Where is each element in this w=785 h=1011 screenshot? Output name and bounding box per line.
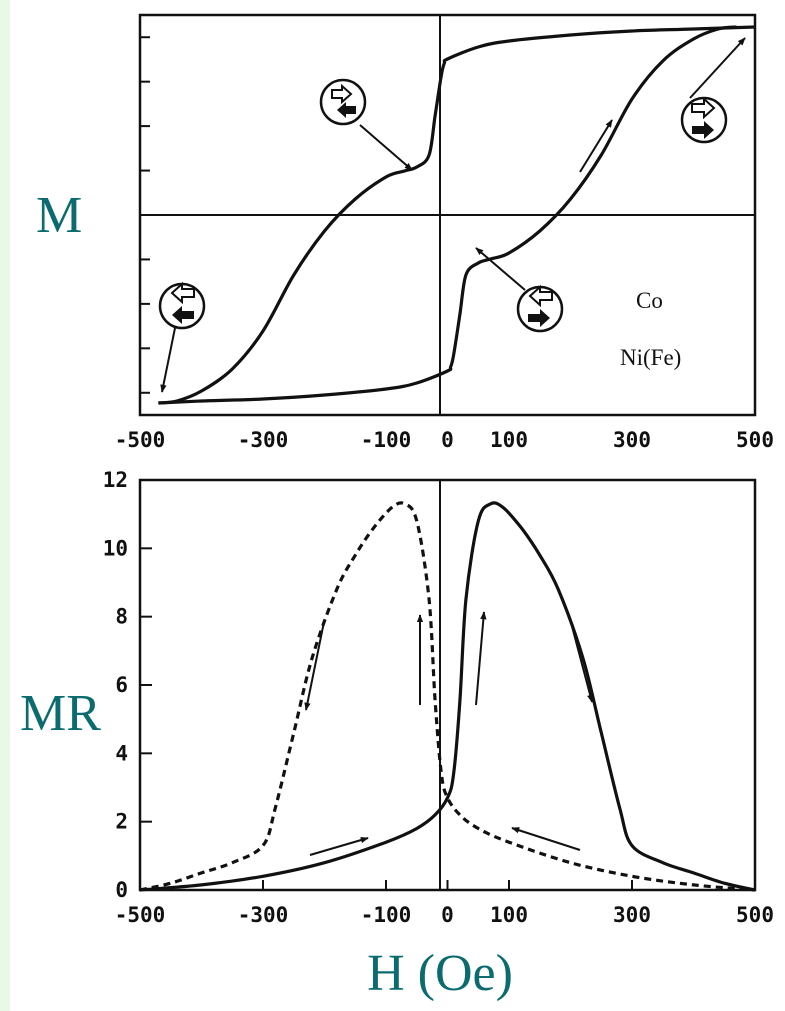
mr-plot-frame	[138, 478, 757, 892]
pointer-arrow	[160, 327, 176, 393]
x-tick-label: -300	[238, 903, 289, 927]
x-tick-label: -300	[238, 428, 289, 452]
m-axis-label: M	[36, 187, 82, 244]
m-chart: -500 -300 -100 0 100 300 500 Co Ni(F	[115, 13, 774, 452]
pointer-arrow	[475, 247, 526, 291]
m-y-ticks	[140, 36, 150, 394]
x-tick-label: 0	[441, 903, 454, 927]
mr-axis-label: MR	[20, 685, 101, 742]
sweep-direction-arrow	[568, 614, 594, 703]
x-tick-label: 300	[613, 428, 651, 452]
mr-y-tick-label: 6	[115, 673, 128, 697]
mr-y-tick-label: 12	[103, 468, 128, 492]
mr-curve-solid	[139, 501, 756, 892]
annotation-co: Co	[636, 288, 663, 313]
x-tick-label: -500	[115, 903, 166, 927]
state-icon-antiparallel-upper	[319, 78, 367, 126]
x-tick-label: 0	[441, 428, 454, 452]
mr-y-tick-label: 2	[115, 810, 128, 834]
sweep-direction-arrow	[309, 836, 369, 856]
mr-y-tick-label: 4	[115, 741, 128, 765]
m-hysteresis-branch-1	[158, 25, 756, 405]
mr-x-tick-labels: -500 -300 -100 0 100 300 500	[115, 903, 774, 927]
m-hysteresis-branch-2	[158, 25, 737, 405]
mr-y-tick-label: 10	[103, 536, 128, 560]
mr-y-ticks: 0 2 4 6 8 10 12	[103, 468, 756, 902]
x-tick-label: -500	[115, 428, 166, 452]
x-tick-label: 100	[490, 903, 528, 927]
x-tick-label: 500	[736, 903, 774, 927]
left-color-strip	[0, 0, 10, 1011]
x-tick-label: -100	[361, 903, 412, 927]
state-icon-antiparallel-lower	[516, 284, 564, 333]
mr-y-tick-label: 0	[115, 878, 128, 902]
m-x-tick-labels: -500 -300 -100 0 100 300 500	[115, 428, 774, 452]
h-axis-label: H (Oe)	[367, 945, 513, 1002]
sweep-direction-arrow	[304, 621, 325, 711]
state-icon-parallel-left	[158, 281, 206, 330]
x-tick-label: 100	[490, 428, 528, 452]
annotation-nife: Ni(Fe)	[620, 345, 681, 370]
mr-y-tick-label: 8	[115, 605, 128, 629]
sweep-direction-arrow	[475, 611, 487, 706]
pointer-arrow	[689, 37, 746, 99]
pointer-arrow	[359, 124, 413, 171]
sweep-direction-arrow	[579, 119, 613, 173]
mr-curve-dashed	[139, 501, 756, 892]
mr-chart: 0 2 4 6 8 10 12 -500 -300 -100 0 100 300 500	[103, 468, 774, 927]
x-tick-label: -100	[361, 428, 412, 452]
state-icon-parallel-right	[680, 96, 728, 144]
mr-curves	[139, 501, 756, 892]
m-curves	[158, 25, 756, 405]
x-tick-label: 500	[736, 428, 774, 452]
sweep-direction-arrow	[511, 827, 581, 851]
x-tick-label: 300	[613, 903, 651, 927]
